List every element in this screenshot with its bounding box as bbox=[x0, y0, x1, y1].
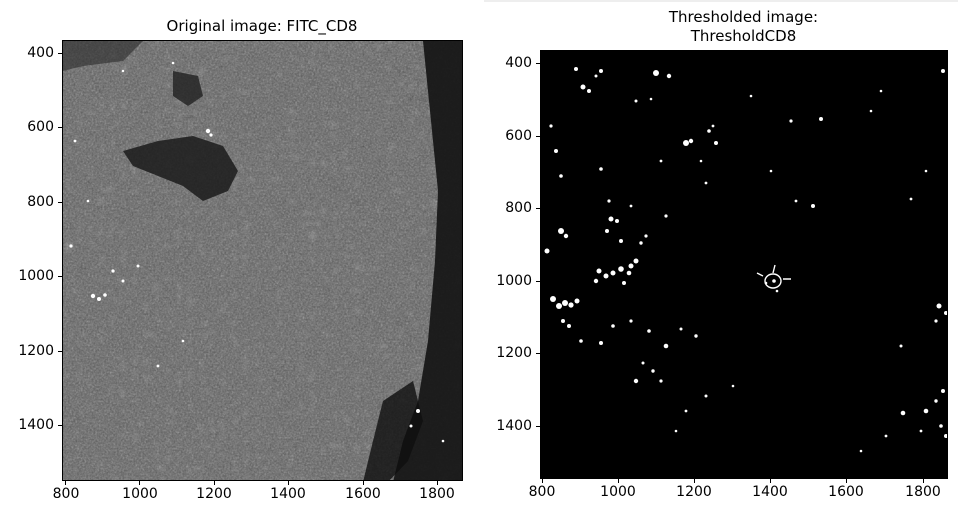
left-x-tick: 1000 bbox=[122, 486, 158, 502]
left-x-tick: 1400 bbox=[270, 486, 306, 502]
left-y-tick: 400 bbox=[27, 45, 54, 61]
right-y-tick: 1400 bbox=[496, 418, 532, 434]
left-panel-title: Original image: FITC_CD8 bbox=[166, 17, 358, 35]
right-y-tick: 1000 bbox=[496, 273, 532, 289]
right-image-plot bbox=[540, 50, 948, 479]
left-image-plot bbox=[62, 40, 463, 481]
left-y-tick: 1400 bbox=[18, 417, 54, 433]
right-panel-title: Thresholded image: ThresholdCD8 bbox=[540, 8, 947, 46]
thresholded-binary-image bbox=[541, 51, 947, 478]
original-fluorescence-image bbox=[63, 41, 462, 480]
right-x-tick: 1400 bbox=[752, 484, 788, 500]
left-y-tick: 600 bbox=[27, 119, 54, 135]
right-x-tick: 1800 bbox=[905, 484, 941, 500]
left-x-tick: 1600 bbox=[345, 486, 381, 502]
right-x-tick: 1200 bbox=[676, 484, 712, 500]
right-x-tick: 1600 bbox=[828, 484, 864, 500]
left-y-tick: 1200 bbox=[18, 343, 54, 359]
left-y-tick: 800 bbox=[27, 194, 54, 210]
left-x-tick: 800 bbox=[52, 486, 80, 502]
right-title-line2: ThresholdCD8 bbox=[690, 27, 797, 45]
right-title-line1: Thresholded image: bbox=[668, 8, 819, 26]
top-divider bbox=[484, 0, 958, 2]
right-y-tick: 400 bbox=[505, 55, 532, 71]
left-y-tick: 1000 bbox=[18, 268, 54, 284]
left-x-tick: 1200 bbox=[196, 486, 232, 502]
right-y-tick: 1200 bbox=[496, 345, 532, 361]
right-x-tick: 800 bbox=[528, 484, 556, 500]
left-x-tick: 1800 bbox=[419, 486, 455, 502]
right-x-tick: 1000 bbox=[600, 484, 636, 500]
right-y-tick: 800 bbox=[505, 200, 532, 216]
right-y-tick: 600 bbox=[505, 128, 532, 144]
